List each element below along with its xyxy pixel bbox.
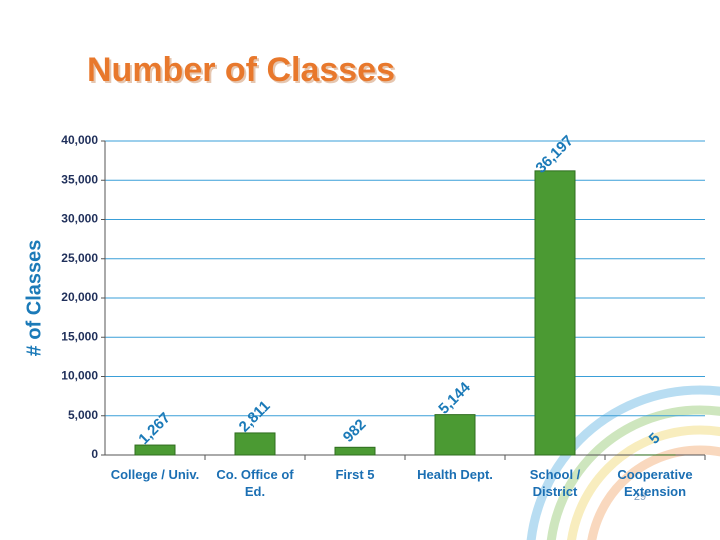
data-label: 2,811 [236,398,274,436]
bar [234,432,276,456]
data-label: 5,144 [435,379,474,418]
bar [534,170,576,456]
x-tick-label: College / Univ. [110,467,200,482]
y-tick-label: 15,000 [61,329,98,343]
data-label: 1,267 [135,409,174,448]
bar [334,446,376,456]
y-tick-label: 25,000 [61,251,98,265]
x-tick-label: Co. Office of Ed. [216,467,294,499]
data-label: 36,197 [532,132,576,176]
y-tick-label: 5,000 [68,408,98,422]
y-tick-label: 0 [91,447,98,461]
chart-title: Number of Classes [87,51,395,89]
x-tick-label: Health Dept. [417,467,493,482]
slide-number: 29 [634,491,646,503]
x-tick-label: First 5 [335,467,375,482]
bar [434,414,476,456]
y-tick-label: 20,000 [61,290,98,304]
x-tick-label: School / District [529,467,581,499]
bar [134,444,176,456]
y-tick-label: 10,000 [61,369,98,383]
decoration [526,385,720,540]
y-tick-label: 35,000 [61,172,98,186]
data-label: 982 [340,416,370,446]
title-shadow: Number of Classes [89,53,397,91]
y-axis-label: # of Classes [23,240,45,357]
y-tick-label: 30,000 [61,212,98,226]
y-tick-label: 40,000 [61,133,98,147]
x-tick-label: Cooperative Extension [617,467,693,499]
